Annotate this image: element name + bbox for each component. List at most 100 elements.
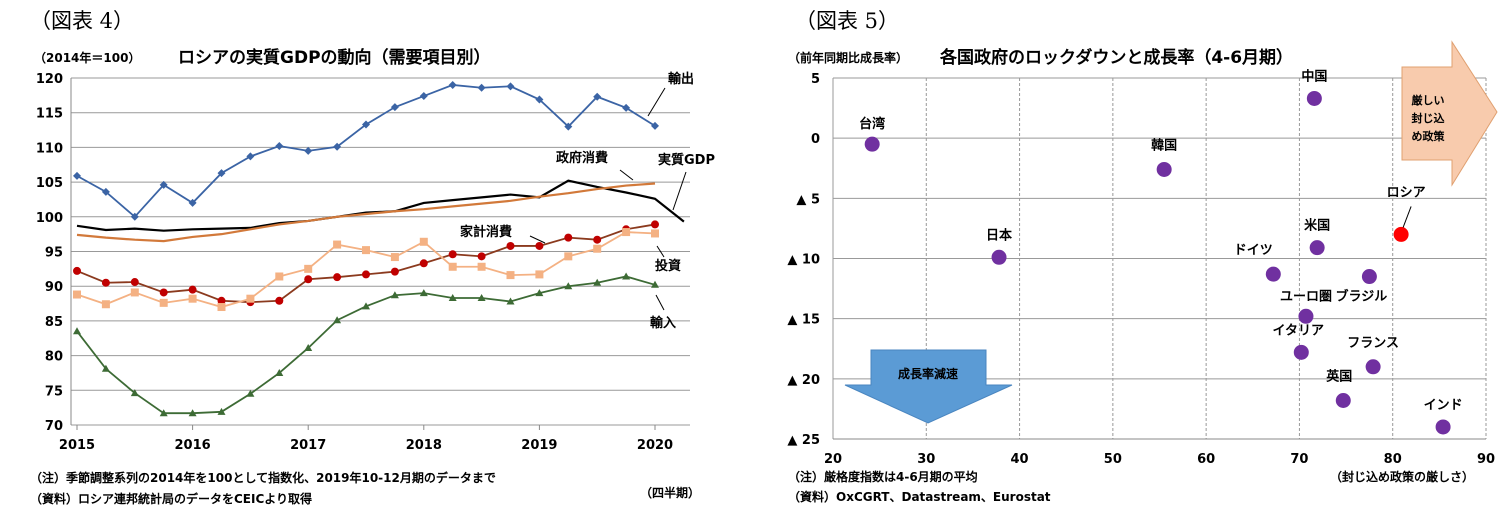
figure-4-label: （図表 4） <box>30 9 134 33</box>
data-point-韓国 <box>1156 161 1172 177</box>
data-point-投資 <box>390 253 399 262</box>
point-label: 韓国 <box>1151 137 1177 153</box>
leader-line <box>1402 206 1412 228</box>
y-tick-label: 120 <box>36 72 63 87</box>
data-point-投資 <box>564 252 573 261</box>
data-point-家計消費 <box>362 270 370 279</box>
data-point-投資 <box>535 270 544 279</box>
data-point-輸入 <box>275 368 284 376</box>
data-point-家計消費 <box>593 235 602 244</box>
leader-line <box>529 235 546 244</box>
data-point-家計消費 <box>448 250 457 259</box>
data-point-輸出 <box>477 83 486 92</box>
data-point-家計消費 <box>217 296 226 305</box>
data-point-輸入 <box>73 327 81 335</box>
data-point-輸出 <box>564 122 573 131</box>
x-tick-label: 80 <box>1384 452 1402 467</box>
data-point-投資 <box>506 271 515 280</box>
data-point-ユーロ圏 <box>1298 308 1314 324</box>
x-tick-label: 40 <box>1011 452 1029 467</box>
data-point-投資 <box>651 229 659 238</box>
x-tick-label: 50 <box>1104 452 1122 467</box>
data-point-投資 <box>246 294 255 303</box>
data-point-輸入 <box>622 272 631 280</box>
left-chart-title: ロシアの実質GDPの動向（需要項目別） <box>178 47 491 68</box>
leader-line <box>656 245 665 258</box>
y-tick-label: ▲ 5 <box>796 192 820 207</box>
data-point-日本 <box>991 249 1007 265</box>
data-point-輸入 <box>362 302 370 310</box>
point-label: フランス <box>1347 336 1399 351</box>
y-tick-label: 75 <box>45 384 63 399</box>
data-point-輸入 <box>448 293 457 301</box>
data-point-家計消費 <box>477 252 486 261</box>
point-label: ドイツ <box>1234 243 1273 258</box>
data-point-投資 <box>159 298 168 307</box>
data-point-投資 <box>73 290 81 299</box>
left-note: （注）季節調整系列の2014年を100として指数化、2019年10-12月期のデ… <box>30 470 496 485</box>
data-point-家計消費 <box>506 241 515 250</box>
left-x-unit: （四半期） <box>640 485 700 500</box>
point-label: 米国 <box>1304 218 1330 234</box>
data-point-輸出 <box>535 95 544 104</box>
right-note: （注）厳格度指数は4-6月期の平均 <box>788 469 978 484</box>
x-tick-label: 2015 <box>59 438 95 453</box>
x-tick-label: 2019 <box>521 438 557 453</box>
data-point-輸出 <box>275 142 284 151</box>
point-label: ロシア <box>1387 185 1426 200</box>
data-point-家計消費 <box>130 278 139 287</box>
right-chart-title: 各国政府のロックダウンと成長率（4-6月期） <box>939 47 1293 68</box>
y-tick-label: 115 <box>36 107 63 122</box>
data-point-投資 <box>622 228 631 237</box>
y-tick-label: ▲ 15 <box>787 313 820 328</box>
x-tick-label: 20 <box>824 452 842 467</box>
data-point-輸入 <box>130 389 139 397</box>
data-point-投資 <box>593 244 602 253</box>
y-tick-label: 105 <box>36 176 63 191</box>
data-point-輸入 <box>419 289 428 297</box>
data-point-家計消費 <box>159 288 168 297</box>
y-tick-label: 0 <box>811 132 820 147</box>
data-point-輸出 <box>506 82 515 91</box>
data-point-投資 <box>130 288 139 297</box>
data-point-輸入 <box>506 297 515 305</box>
data-point-輸入 <box>564 282 573 290</box>
data-point-輸入 <box>304 343 313 351</box>
data-point-輸出 <box>101 187 110 196</box>
series-label: 投資 <box>655 258 681 274</box>
y-tick-label: 110 <box>36 141 63 156</box>
data-point-ブラジル <box>1361 269 1377 285</box>
x-tick-label: 2017 <box>290 438 326 453</box>
data-point-投資 <box>275 272 284 281</box>
data-point-輸出 <box>419 92 428 101</box>
point-label: インド <box>1424 398 1463 413</box>
data-point-インド <box>1435 419 1451 435</box>
x-tick-label: 30 <box>917 452 935 467</box>
strict-policy-text: 厳しい <box>1412 93 1445 107</box>
point-label: ユーロ圏 <box>1280 289 1332 304</box>
series-label: 輸出 <box>668 71 694 87</box>
y-tick-label: 80 <box>45 350 63 365</box>
data-point-輸出 <box>73 171 81 180</box>
y-tick-label: 85 <box>45 315 63 330</box>
data-point-輸入 <box>188 409 197 417</box>
data-point-家計消費 <box>419 259 428 268</box>
data-point-輸出 <box>593 92 602 101</box>
data-point-輸入 <box>217 407 226 415</box>
data-point-輸入 <box>535 289 544 297</box>
x-tick-label: 70 <box>1290 452 1308 467</box>
data-point-家計消費 <box>188 285 197 294</box>
data-point-家計消費 <box>651 220 659 229</box>
data-point-イタリア <box>1293 344 1309 360</box>
right-x-label: （封じ込め政策の厳しさ） <box>1330 469 1474 484</box>
series-label: 家計消費 <box>460 224 512 240</box>
y-tick-label: 95 <box>45 246 63 261</box>
data-point-台湾 <box>864 136 880 152</box>
leader-line <box>619 169 634 181</box>
data-point-輸出 <box>651 121 659 130</box>
right-source: （資料）OxCGRT、Datastream、Eurostat <box>788 489 1051 504</box>
data-point-輸出 <box>622 103 631 112</box>
left-source: （資料）ロシア連邦統計局のデータをCEICより取得 <box>30 491 312 506</box>
series-label: 輸入 <box>650 315 676 331</box>
data-point-家計消費 <box>333 273 342 282</box>
